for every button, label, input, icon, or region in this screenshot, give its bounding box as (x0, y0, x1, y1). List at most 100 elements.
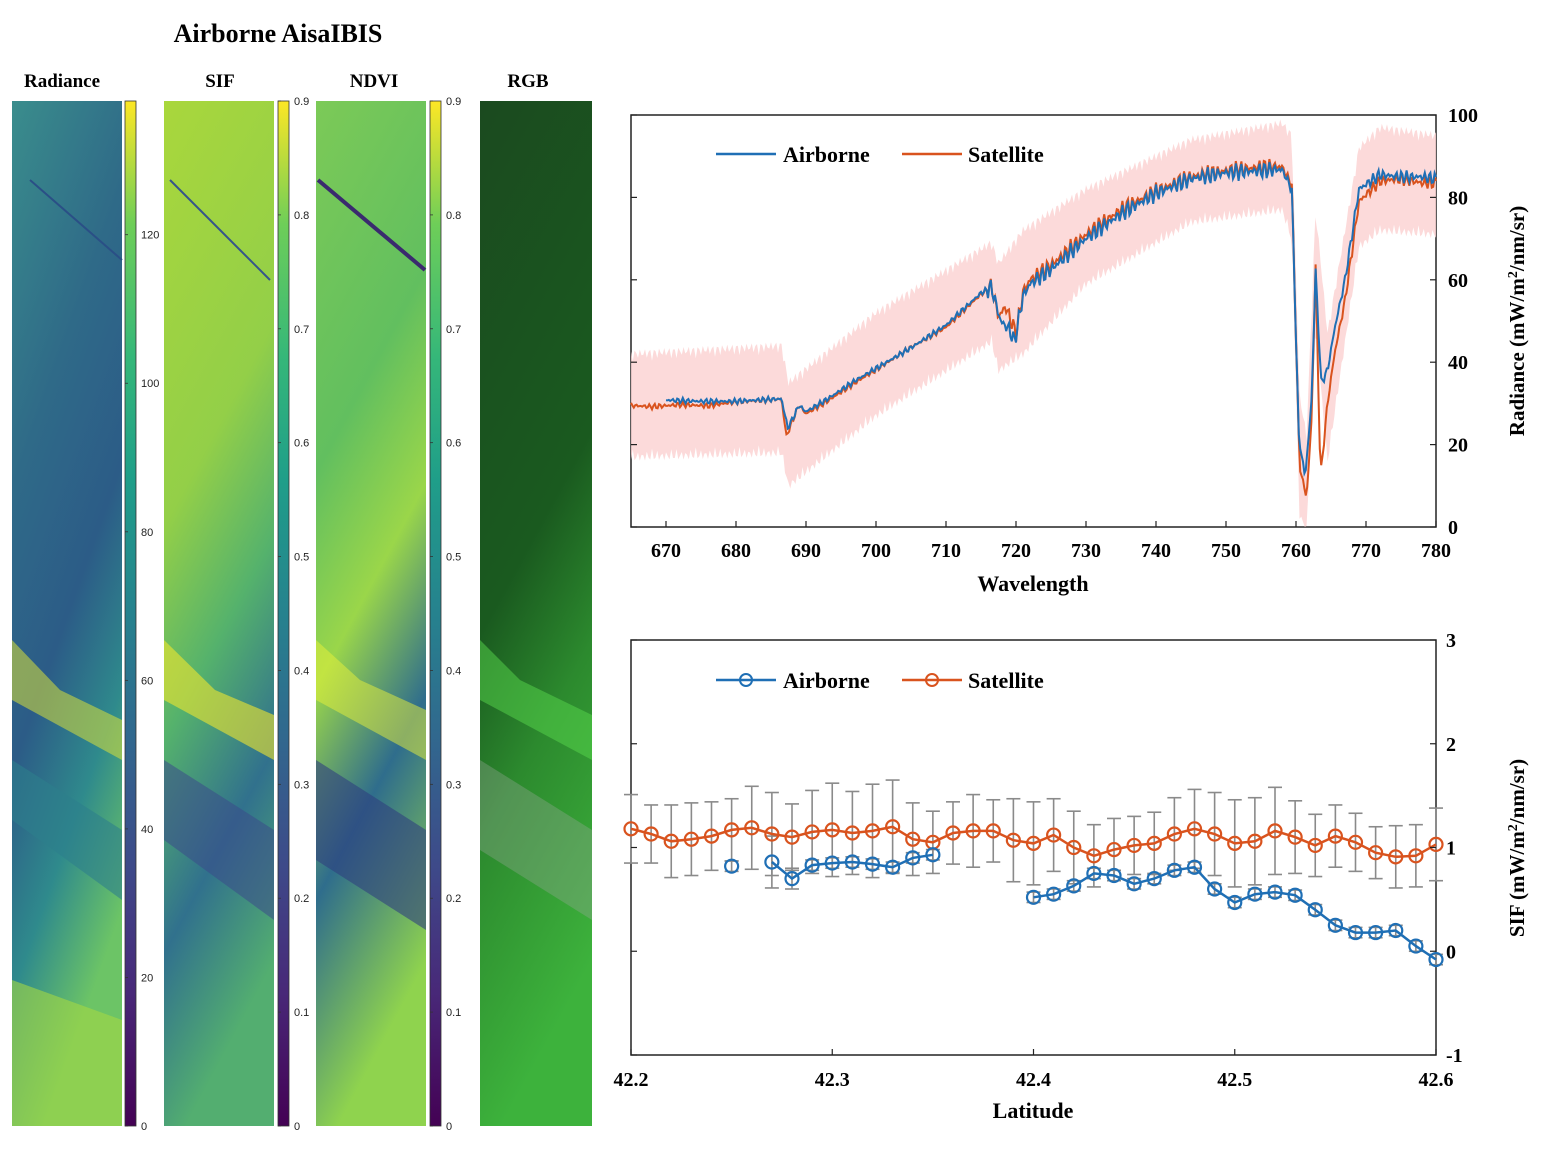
satellite-marker (1025, 835, 1042, 851)
satellite-marker (885, 819, 901, 835)
airborne-marker (1106, 867, 1122, 884)
colorbar-tick-label: 80 (141, 527, 153, 539)
radiance-colorbar-ticks: 0 20 40 60 80 100 120 (125, 230, 159, 1133)
chart2-y-ticks: -1 0 1 2 3 (631, 630, 1463, 1067)
y-tick-label: 20 (1448, 435, 1468, 457)
x-tick-label: 42.3 (815, 1069, 850, 1091)
satellite-marker (804, 824, 820, 840)
chart1-axes-box (630, 114, 1437, 528)
sif-colorbar (277, 100, 290, 1127)
satellite-marker (945, 825, 961, 841)
satellite-marker (1428, 836, 1444, 852)
legend2-satellite-label: Satellite (968, 668, 1044, 693)
sif-colorbar-ticks: 0 0.1 0.2 0.3 0.4 0.5 0.6 0.7 0.8 0.9 (278, 96, 309, 1133)
airborne-marker (1186, 859, 1203, 875)
satellite-marker (1066, 839, 1082, 856)
airborne-radiance-line (665, 162, 1437, 478)
legend2-satellite-marker (925, 673, 939, 687)
airborne-marker (1388, 922, 1404, 939)
ndvi-colorbar-ticks: 0 0.1 0.2 0.3 0.4 0.5 0.6 0.7 0.8 0.9 (430, 96, 461, 1133)
chart1-ylabel: Radiance (mW/m2/nm/sr) (1505, 206, 1529, 436)
sif-image (164, 101, 274, 1126)
satellite-uncertainty-band (631, 119, 1436, 528)
colorbar-tick-label: 40 (141, 824, 153, 836)
colorbar-tick-label: 0.4 (294, 665, 309, 677)
colorbar-tick-label: 120 (141, 230, 159, 242)
colorbar-tick-label: 20 (141, 972, 153, 984)
x-tick-label: 750 (1211, 540, 1241, 562)
rgb-texture (480, 640, 592, 920)
airborne-marker (1146, 871, 1162, 887)
satellite-marker (764, 826, 780, 842)
y-tick-label: 2 (1446, 734, 1456, 756)
airborne-marker (1408, 938, 1424, 954)
legend-airborne-label: Airborne (783, 142, 870, 167)
satellite-marker (1307, 837, 1323, 854)
satellite-marker (703, 828, 720, 844)
x-tick-label: 720 (1001, 540, 1031, 562)
airborne-marker (925, 847, 941, 863)
panel-ndvi: NDVI 0 0.1 0.2 0.3 0.4 0.5 0.6 0.7 0.8 0.9 (316, 71, 461, 1133)
colorbar-tick-label: 0.1 (294, 1007, 309, 1019)
airborne-marker (864, 856, 881, 872)
airborne-marker (844, 854, 860, 870)
y-tick-label: 60 (1448, 270, 1468, 292)
y-tick-label: 100 (1448, 105, 1478, 127)
y-tick-label: 40 (1448, 352, 1468, 374)
colorbar-tick-label: 0.3 (294, 779, 309, 791)
satellite-marker (1005, 832, 1021, 848)
satellite-marker (784, 829, 800, 845)
y-tick-label: 0 (1448, 517, 1458, 539)
y-tick-label: 80 (1448, 187, 1468, 209)
satellite-marker (1186, 821, 1203, 837)
ndvi-colorbar (429, 100, 442, 1127)
y-tick-label: 3 (1446, 630, 1456, 652)
satellite-marker (1086, 848, 1102, 864)
x-tick-label: 42.6 (1419, 1069, 1454, 1091)
x-tick-label: 770 (1351, 540, 1381, 562)
airborne-marker (1166, 862, 1182, 878)
legend2-airborne-label: Airborne (783, 668, 870, 693)
sif-latitude-chart: 42.2 42.3 42.4 42.5 42.6 -1 0 1 2 3 Latitude SIF… (614, 630, 1530, 1123)
satellite-marker (744, 820, 760, 836)
airborne-marker (1368, 924, 1384, 941)
x-tick-label: 680 (721, 540, 751, 562)
colorbar-tick-label: 0.7 (446, 324, 461, 336)
airborne-marker (1046, 886, 1062, 902)
chart2-x-ticks: 42.2 42.3 42.4 42.5 42.6 (614, 1049, 1454, 1091)
colorbar-tick-label: 0.8 (446, 210, 461, 222)
colorbar-tick-label: 0.8 (294, 210, 309, 222)
ndvi-texture (316, 178, 427, 930)
satellite-marker (1106, 841, 1122, 858)
satellite-marker (1146, 835, 1162, 851)
panel-label-rgb: RGB (507, 71, 549, 92)
airborne-marker (1428, 951, 1444, 968)
airborne-marker (1066, 878, 1082, 894)
satellite-marker (663, 833, 679, 849)
panel-rgb: RGB (480, 71, 592, 1126)
y-tick-label: -1 (1446, 1045, 1463, 1067)
x-tick-label: 730 (1071, 540, 1101, 562)
ndvi-image (316, 101, 426, 1126)
airborne-marker (724, 858, 740, 874)
colorbar-tick-label: 0.6 (446, 438, 461, 450)
chart1-x-ticks: 670 680 690 700 710 720 730 740 750 760 770 780 (651, 521, 1451, 562)
x-tick-label: 700 (861, 540, 891, 562)
x-tick-label: 670 (651, 540, 681, 562)
satellite-marker (864, 823, 881, 839)
satellite-marker (724, 822, 740, 838)
radiance-colorbar (124, 100, 137, 1127)
colorbar-tick-label: 100 (141, 378, 159, 390)
airborne-marker (905, 850, 921, 866)
airborne-marker (1327, 917, 1343, 933)
sif-texture (164, 179, 274, 920)
x-tick-label: 740 (1141, 540, 1171, 562)
airborne-marker (1086, 865, 1102, 882)
airborne-marker (1227, 894, 1243, 911)
satellite-marker (623, 821, 639, 837)
satellite-marker (1327, 828, 1343, 844)
radiance-texture (12, 179, 123, 1126)
chart2-xlabel: Latitude (993, 1098, 1074, 1123)
colorbar-tick-label: 0.6 (294, 438, 309, 450)
colorbar-tick-label: 60 (141, 675, 153, 687)
